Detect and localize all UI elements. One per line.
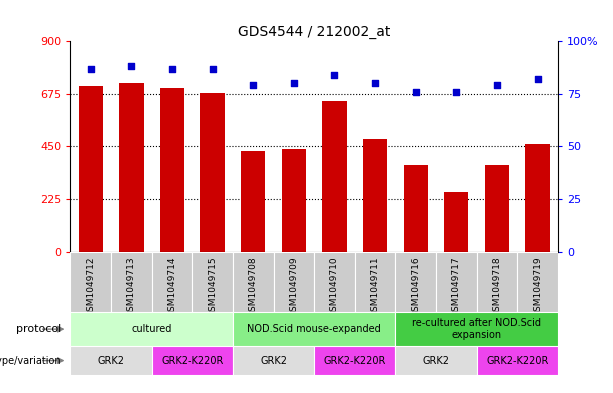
Text: NOD.Scid mouse-expanded: NOD.Scid mouse-expanded bbox=[247, 324, 381, 334]
Point bbox=[370, 80, 380, 86]
Bar bbox=[152, 252, 192, 312]
Bar bbox=[314, 346, 395, 375]
Bar bbox=[477, 346, 558, 375]
Text: GSM1049713: GSM1049713 bbox=[127, 256, 136, 317]
Text: GSM1049709: GSM1049709 bbox=[289, 256, 299, 317]
Point bbox=[492, 82, 502, 88]
Bar bbox=[233, 312, 395, 346]
Text: GRK2: GRK2 bbox=[422, 356, 449, 365]
Text: GSM1049717: GSM1049717 bbox=[452, 256, 461, 317]
Title: GDS4544 / 212002_at: GDS4544 / 212002_at bbox=[238, 25, 390, 39]
Bar bbox=[322, 101, 347, 252]
Point bbox=[248, 82, 258, 88]
Point bbox=[208, 66, 218, 72]
Point bbox=[126, 63, 136, 70]
Text: GSM1049716: GSM1049716 bbox=[411, 256, 420, 317]
Text: GRK2: GRK2 bbox=[97, 356, 124, 365]
Bar bbox=[314, 252, 355, 312]
Bar bbox=[395, 312, 558, 346]
Point bbox=[86, 66, 96, 72]
Bar bbox=[70, 346, 152, 375]
Text: GRK2: GRK2 bbox=[260, 356, 287, 365]
Point bbox=[330, 72, 340, 78]
Bar bbox=[200, 93, 225, 252]
Text: re-cultured after NOD.Scid
expansion: re-cultured after NOD.Scid expansion bbox=[412, 318, 541, 340]
Bar bbox=[70, 312, 233, 346]
Text: GRK2-K220R: GRK2-K220R bbox=[324, 356, 386, 365]
Text: GSM1049719: GSM1049719 bbox=[533, 256, 542, 317]
Text: protocol: protocol bbox=[16, 324, 61, 334]
Bar bbox=[152, 346, 233, 375]
Point bbox=[411, 88, 421, 95]
Point bbox=[533, 76, 543, 82]
Bar bbox=[282, 149, 306, 252]
Bar bbox=[70, 252, 111, 312]
Bar bbox=[233, 252, 273, 312]
Bar bbox=[233, 346, 314, 375]
Bar bbox=[444, 192, 468, 252]
Bar bbox=[78, 86, 103, 252]
Text: GSM1049712: GSM1049712 bbox=[86, 256, 95, 317]
Bar bbox=[192, 252, 233, 312]
Text: GSM1049710: GSM1049710 bbox=[330, 256, 339, 317]
Bar bbox=[517, 252, 558, 312]
Bar bbox=[355, 252, 395, 312]
Bar bbox=[395, 252, 436, 312]
Bar bbox=[119, 83, 143, 252]
Text: ■: ■ bbox=[95, 392, 107, 393]
Point bbox=[167, 66, 177, 72]
Bar bbox=[241, 151, 265, 252]
Bar bbox=[363, 140, 387, 252]
Bar bbox=[395, 346, 477, 375]
Bar bbox=[111, 252, 151, 312]
Bar bbox=[477, 252, 517, 312]
Text: genotype/variation: genotype/variation bbox=[0, 356, 61, 365]
Text: GRK2-K220R: GRK2-K220R bbox=[161, 356, 224, 365]
Bar bbox=[403, 165, 428, 252]
Bar bbox=[273, 252, 314, 312]
Bar bbox=[485, 165, 509, 252]
Bar bbox=[436, 252, 477, 312]
Bar bbox=[525, 144, 550, 252]
Text: cultured: cultured bbox=[132, 324, 172, 334]
Text: GSM1049714: GSM1049714 bbox=[167, 256, 177, 317]
Text: GSM1049715: GSM1049715 bbox=[208, 256, 217, 317]
Text: GSM1049708: GSM1049708 bbox=[249, 256, 257, 317]
Bar bbox=[160, 88, 184, 252]
Text: GRK2-K220R: GRK2-K220R bbox=[486, 356, 549, 365]
Point bbox=[289, 80, 299, 86]
Point bbox=[451, 88, 461, 95]
Text: GSM1049718: GSM1049718 bbox=[492, 256, 501, 317]
Text: GSM1049711: GSM1049711 bbox=[371, 256, 379, 317]
